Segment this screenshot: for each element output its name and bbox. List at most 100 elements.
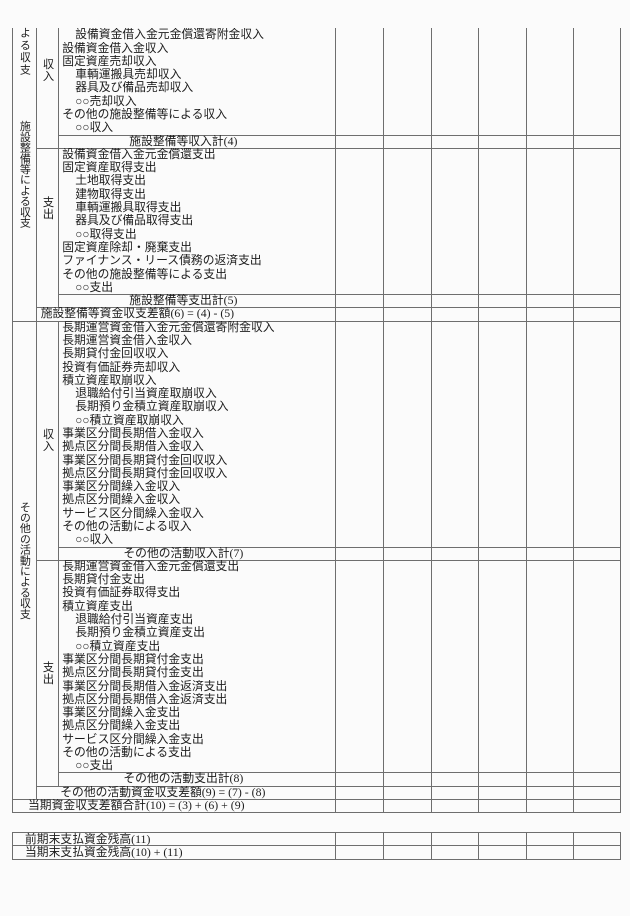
amount-column (478, 28, 525, 813)
table-row: 拠点区分間繰入金収入 (62, 493, 181, 507)
grid-line (619, 28, 621, 813)
table-row: 固定資産売却収入 (62, 54, 157, 68)
amount-column (478, 832, 525, 860)
table-row: サービス区分間繰入金収入 (62, 506, 204, 520)
table-row: 長期運営資金借入金収入 (62, 333, 192, 347)
grid-line (35, 307, 621, 309)
grid-line (573, 28, 575, 813)
balance-row-6: 施設整備等資金収支差額(6) = (4) - (5) (40, 307, 235, 321)
table-row: 車輌運搬具取得支出 (75, 201, 182, 215)
grid-line (35, 147, 621, 149)
table-row: 事業区分間繰入金収入 (62, 480, 181, 494)
table-row: 当期末支払資金残高(10) + (11) (12, 845, 335, 859)
amount-column (335, 832, 383, 860)
section-other-activities-label: その他の活動による収支 (18, 501, 31, 619)
table-row: ○○積立資産取崩収入 (75, 413, 184, 427)
grid-line (35, 28, 37, 800)
table-row: 拠点区分間長期借入金返済支出 (62, 692, 228, 706)
section-facilities-label: 施設整備等による収支 (18, 120, 31, 228)
grid-line (57, 134, 621, 136)
previous-period-balance-label: 前期末支払資金残高(11) (25, 831, 151, 846)
table-row: 退職給付引当資産取崩収入 (75, 387, 217, 401)
table-row: 設備資金借入金収入 (62, 41, 169, 55)
table-row: その他の活動による収入 (62, 520, 192, 534)
section2-income-header-cell: 収入 (36, 321, 58, 560)
table-row: 退職給付引当資産支出 (75, 613, 194, 627)
table-row: 固定資産取得支出 (62, 161, 157, 175)
grid-line (12, 799, 621, 801)
grid-line (57, 772, 621, 774)
amount-column (383, 832, 431, 860)
expense-total-row-8: その他の活動支出計(8) (123, 772, 244, 786)
table-row: 拠点区分間長期貸付金支出 (62, 666, 204, 680)
expense-total-row-5: 施設整備等支出計(5) (129, 294, 238, 308)
grid-line (57, 28, 59, 308)
grid-line (12, 811, 621, 813)
table-row: ○○売却収入 (75, 94, 137, 108)
income-header-label: 収入 (41, 428, 54, 453)
table-row: ○○収入 (75, 533, 114, 547)
grid-line (57, 294, 621, 296)
grid-line (12, 320, 621, 322)
amount-column (526, 832, 574, 860)
table-row: 投資有価証券取得支出 (62, 586, 181, 600)
amount-column (431, 832, 478, 860)
table-row: 土地取得支出 (75, 174, 146, 188)
table-row: 長期貸付金支出 (62, 573, 145, 587)
table-row: 拠点区分間繰入金支出 (62, 719, 181, 733)
grid-line (383, 28, 385, 813)
table-row: 車輌運搬具売却収入 (75, 68, 182, 82)
balance-row-9: その他の活動資金収支差額(9) = (7) - (8) (60, 785, 266, 799)
grid-line (12, 28, 13, 813)
grid-line (57, 546, 621, 548)
table-row: 設備資金借入金元金償還寄附金収入 (75, 28, 264, 42)
amount-column (431, 28, 478, 813)
carryover-balance-table: 前期末支払資金残高(11) 当期末支払資金残高(10) + (11) (12, 831, 621, 861)
section-facilities-group-cell: よる収支 施設整備等による収支 (12, 27, 36, 320)
table-row: 積立資産取崩収入 (62, 373, 157, 387)
grid-line (12, 859, 621, 860)
table-row: 建物取得支出 (75, 187, 146, 201)
section-other-activities-group-cell: その他の活動による収支 (12, 321, 36, 799)
grid-line (478, 28, 480, 813)
table-row: その他の活動による支出 (62, 745, 192, 759)
amount-column (573, 28, 620, 813)
expense-header-label: 支出 (41, 660, 54, 686)
table-row: その他の施設整備等による収入 (62, 108, 227, 122)
table-row: 投資有価証券売却収入 (62, 360, 181, 374)
grid-line (335, 28, 336, 813)
grid-line (431, 28, 432, 813)
grid-line (525, 28, 527, 813)
table-row: ○○支出 (75, 280, 114, 294)
grand-total-row: 当期資金収支差額合計(10) = (3) + (6) + (9) (28, 799, 245, 813)
grid-line (35, 559, 621, 561)
section-facilities-label-continued: よる収支 (18, 27, 31, 77)
table-row: 事業区分間長期貸付金回収収入 (62, 453, 228, 467)
table-row: 拠点区分間長期借入金収入 (62, 440, 204, 454)
table-row: 積立資産支出 (62, 599, 133, 613)
table-row: 長期預り金積立資産支出 (75, 626, 205, 640)
table-row: 器具及び備品売却収入 (75, 81, 194, 95)
table-row: 事業区分間繰入金支出 (62, 706, 181, 720)
table-row: 長期運営資金借入金元金償還寄附金収入 (62, 320, 275, 334)
amount-column (335, 28, 383, 813)
table-row: 事業区分間長期借入金収入 (62, 426, 204, 440)
table-row: 固定資産除却・廃棄支出 (62, 240, 192, 254)
table-row: 事業区分間長期借入金返済支出 (62, 679, 228, 693)
amount-column (526, 28, 574, 813)
income-total-row-7: その他の活動収入計(7) (123, 546, 244, 560)
table-row: 器具及び備品取得支出 (75, 214, 194, 228)
grid-line (35, 785, 621, 787)
grid-line (57, 320, 59, 786)
table-row: 長期運営資金借入金元金償還支出 (62, 559, 240, 573)
grid-line (12, 845, 621, 847)
table-row: ○○取得支出 (75, 227, 137, 241)
cash-flow-table: よる収支 施設整備等による収支 その他の活動による収支 収入 支出 収入 支出 … (12, 27, 621, 813)
income-header-label: 収入 (41, 58, 54, 83)
section1-income-header-cell: 収入 (36, 28, 58, 148)
amount-column (573, 832, 620, 860)
table-row: 前期末支払資金残高(11) (12, 832, 335, 846)
section1-expense-header-cell: 支出 (36, 148, 58, 308)
amount-column (383, 28, 431, 813)
table-row: ファイナンス・リース債務の返済支出 (62, 254, 262, 268)
